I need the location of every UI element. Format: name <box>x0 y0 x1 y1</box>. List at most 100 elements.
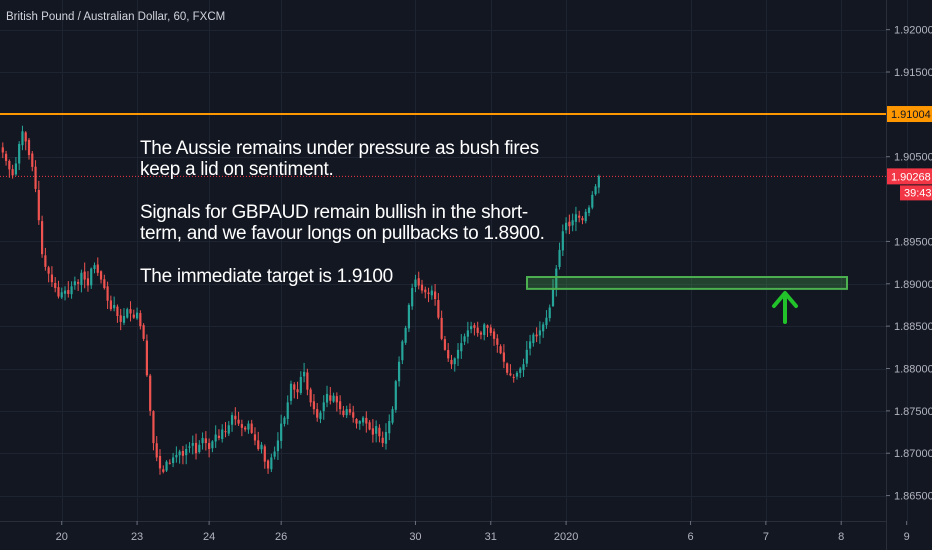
candle <box>63 286 67 301</box>
candle-body <box>211 441 214 449</box>
candle-body <box>322 402 325 412</box>
candle-body <box>414 279 417 287</box>
candle-body <box>162 469 165 472</box>
candle-body <box>47 267 50 274</box>
resistance-price-badge <box>887 106 932 123</box>
candle <box>368 420 371 431</box>
candle-body <box>289 383 293 401</box>
candle <box>152 410 155 451</box>
candle-body <box>565 222 568 231</box>
candle-body <box>479 332 483 335</box>
candle-body <box>571 220 574 226</box>
candle-body <box>463 336 466 342</box>
candle-body <box>309 389 312 403</box>
candle-body <box>365 417 368 424</box>
candle <box>443 335 447 351</box>
candle-body <box>247 423 250 430</box>
candle-body <box>86 278 90 286</box>
candle-body <box>129 309 132 314</box>
time-tick-label: 31 <box>485 531 497 543</box>
candle-body <box>532 334 535 344</box>
candle-body <box>253 434 257 441</box>
candle <box>227 421 230 437</box>
up-arrow-icon <box>772 291 798 324</box>
candle <box>50 266 54 287</box>
candle-body <box>470 326 473 330</box>
candle-body <box>499 346 502 354</box>
candle <box>568 214 571 235</box>
candle <box>348 403 352 416</box>
candle-body <box>427 292 430 294</box>
candle-body <box>352 412 355 418</box>
candle <box>427 287 430 303</box>
annotation-line: term, and we favour longs on pullbacks t… <box>140 223 545 244</box>
candle-body <box>492 331 496 339</box>
candle <box>27 138 31 160</box>
candle-body <box>201 437 204 444</box>
candle <box>329 386 332 405</box>
time-tick-label: 30 <box>409 531 421 543</box>
candle <box>70 281 73 299</box>
candle-body <box>54 282 57 289</box>
candle-body <box>280 423 283 441</box>
candle <box>496 334 499 353</box>
candle <box>208 438 211 458</box>
candle-body <box>303 371 306 377</box>
candle <box>194 433 198 460</box>
candle <box>280 414 283 449</box>
price-tick-label: 1.90500 <box>894 152 932 164</box>
candle-body <box>542 324 545 332</box>
candle <box>158 449 162 475</box>
candle-body <box>574 214 578 222</box>
candle <box>109 295 112 312</box>
candle <box>535 327 538 343</box>
candle <box>57 280 60 299</box>
candle <box>54 277 57 293</box>
candle-body <box>263 446 266 462</box>
candle <box>463 333 466 346</box>
candle-body <box>80 272 83 286</box>
candle <box>296 381 299 400</box>
candle <box>276 432 279 460</box>
candle <box>90 267 93 289</box>
time-tick-label: 6 <box>687 531 693 543</box>
time-tick-label: 7 <box>763 531 769 543</box>
candle-body <box>8 160 11 170</box>
analysis-annotation: The Aussie remains under pressure as bus… <box>140 138 545 309</box>
candle <box>453 357 456 372</box>
candle <box>322 395 325 420</box>
candle-body <box>548 307 551 319</box>
candle <box>551 279 555 307</box>
candle <box>411 283 414 310</box>
candle-body <box>361 417 365 423</box>
time-tick-label: 20 <box>56 531 68 543</box>
candle <box>263 444 266 469</box>
candle <box>401 339 404 365</box>
candle-body <box>515 372 519 377</box>
candle-body <box>453 358 456 365</box>
candle <box>299 371 302 395</box>
candle <box>565 217 568 234</box>
candle-body <box>70 286 73 295</box>
candle <box>60 287 63 300</box>
candle <box>316 403 319 422</box>
candle-body <box>63 290 67 294</box>
candle <box>499 344 502 355</box>
candle-body <box>476 327 479 333</box>
candle <box>437 293 440 320</box>
candle-body <box>371 428 374 435</box>
candle <box>119 308 122 331</box>
candle-body <box>135 312 139 319</box>
candle-body <box>587 207 591 213</box>
candle <box>384 423 388 450</box>
candle-body <box>83 271 86 280</box>
candle <box>460 334 463 359</box>
candle-body <box>142 325 145 339</box>
candle <box>303 362 306 383</box>
countdown-label: 39:43 <box>904 187 932 199</box>
candle <box>178 449 181 464</box>
candle <box>355 418 358 429</box>
candle <box>247 420 250 434</box>
